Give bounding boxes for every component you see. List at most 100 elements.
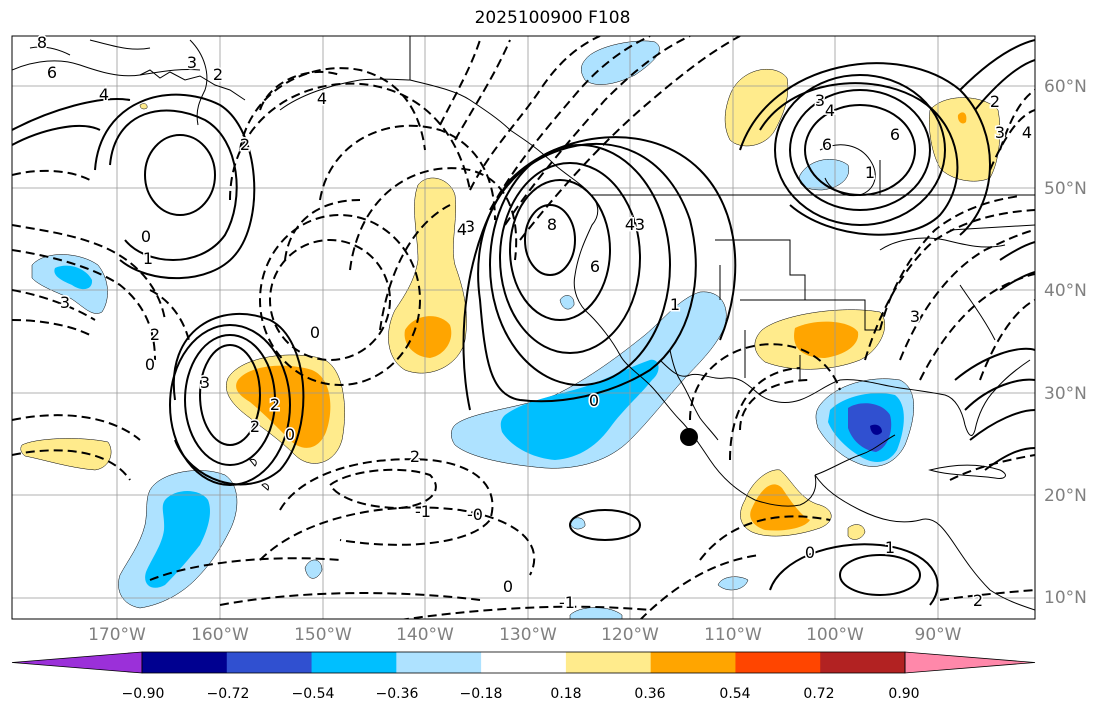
contour-label: 4 [317, 89, 327, 108]
colorbar-outline [141, 651, 906, 674]
anomaly-lightblue-small-3 [569, 607, 623, 619]
colorbar-tick-label: −0.18 [459, 686, 503, 702]
anomaly-yellow-small-1 [847, 524, 866, 540]
anomaly-yellow-small-2 [139, 103, 148, 110]
contour-label: 6 [890, 125, 900, 144]
colorbar-segment [226, 652, 313, 673]
shading-layer [20, 40, 1001, 619]
map-title: 2025100900 F108 [474, 8, 631, 28]
coastlines [12, 36, 1035, 611]
colorbar-segment [650, 652, 736, 673]
contour-label: 2 [213, 65, 223, 84]
anomaly-blue-south [145, 491, 210, 588]
contour-label: 2 [973, 591, 983, 610]
anomaly-orange-plains [794, 321, 859, 358]
colorbar-tick-label: 0.18 [550, 686, 582, 702]
colorbar-tick-label: −0.72 [206, 686, 250, 702]
colorbar-tick-label: 0.54 [719, 686, 751, 702]
colorbar-extend-low [11, 651, 143, 674]
contour-label: 0 [141, 227, 151, 246]
contour-label: 6 [822, 135, 832, 154]
contour-label: 8 [547, 215, 557, 234]
anomaly-yellow-west [20, 438, 112, 471]
contour-label: 3 [187, 53, 197, 72]
contour-label: 3 [995, 123, 1005, 142]
contour-label: 2 [250, 417, 260, 436]
lon-label: 90°W [914, 625, 962, 645]
lat-label: 40°N [1044, 281, 1087, 301]
contour-label: -0 [467, 505, 483, 524]
contour-label: 4 [1022, 123, 1032, 142]
lon-label: 140°W [396, 625, 454, 645]
anomaly-lightblue-small-4 [569, 517, 586, 530]
anomaly-lightblue-bering [581, 40, 660, 85]
colorbar-segment [481, 652, 567, 673]
contour-label: 3 [465, 217, 475, 236]
contour-label: 1 [865, 163, 875, 182]
contour-label: 3 [815, 91, 825, 110]
contour-label: 3 [910, 307, 920, 326]
contour-label: 8 [37, 33, 47, 52]
lon-label: 110°W [704, 625, 762, 645]
colorbar-tick-label: −0.36 [375, 686, 419, 702]
contour-label: 0 [310, 323, 320, 342]
lon-label: 120°W [601, 625, 659, 645]
location-marker [680, 428, 698, 446]
colorbar-tick-label: 0.90 [888, 686, 920, 702]
colorbar-segment [565, 652, 652, 673]
anomaly-blue-westpac [54, 265, 93, 290]
contour-label: 4 [825, 101, 835, 120]
contour-label: -1 [415, 502, 431, 521]
colorbar-tick-label: 0.36 [634, 686, 666, 702]
anomaly-navy-gulf [870, 424, 882, 435]
contour-label: 0 [805, 543, 815, 562]
colorbar-tick-label: −0.54 [291, 686, 335, 702]
colorbar-tick-label: −0.90 [121, 686, 165, 702]
contour-label: 1 [885, 538, 895, 557]
contour-label: 2 [410, 447, 420, 466]
contour-label: 0 [145, 355, 155, 374]
contour-label: 4 [625, 215, 635, 234]
contour-label: 6 [47, 63, 57, 82]
contour-label: 6 [590, 257, 600, 276]
colorbar-segment [735, 652, 821, 673]
colorbar-tick-label: 0.72 [803, 686, 835, 702]
contour-label: 4 [457, 220, 467, 239]
colorbar [11, 651, 1036, 674]
anomaly-yellow-alaska [724, 69, 789, 147]
contour-label: 3 [60, 293, 70, 312]
colorbar-segment [820, 652, 906, 673]
anomaly-midblue-gulf [848, 403, 892, 452]
anomaly-orange-hudson [957, 112, 967, 124]
lon-label: 100°W [806, 625, 864, 645]
lat-label: 10°N [1044, 588, 1087, 608]
solid-contours [12, 39, 1035, 606]
anomaly-lightblue-small-5 [559, 295, 575, 310]
colorbar-segment [311, 652, 397, 673]
lat-label: 50°N [1044, 179, 1087, 199]
contour-label: 1 [670, 295, 680, 314]
contour-label: -1 [559, 593, 575, 612]
contour-label: 0 [589, 391, 599, 410]
lat-label: 20°N [1044, 486, 1087, 506]
lat-label: 60°N [1044, 77, 1087, 97]
gridlines [12, 36, 1035, 619]
contour-label: 2 [270, 395, 280, 414]
lat-label: 30°N [1044, 384, 1087, 404]
lon-label: 170°W [88, 625, 146, 645]
contour-label: 0 [503, 577, 513, 596]
colorbar-segment [142, 652, 228, 673]
contour-label: 0 [285, 425, 295, 444]
contour-label: 2 [240, 135, 250, 154]
colorbar-segment [396, 652, 482, 673]
lon-label: 150°W [294, 625, 352, 645]
colorbar-extend-high [904, 651, 1036, 674]
anomaly-yellow-hudson [929, 97, 1001, 182]
dashed-contours [12, 36, 1035, 619]
contour-label: 3 [200, 373, 210, 392]
map-frame [11, 35, 1036, 620]
lon-label: 160°W [191, 625, 249, 645]
contour-label: 1 [143, 249, 153, 268]
